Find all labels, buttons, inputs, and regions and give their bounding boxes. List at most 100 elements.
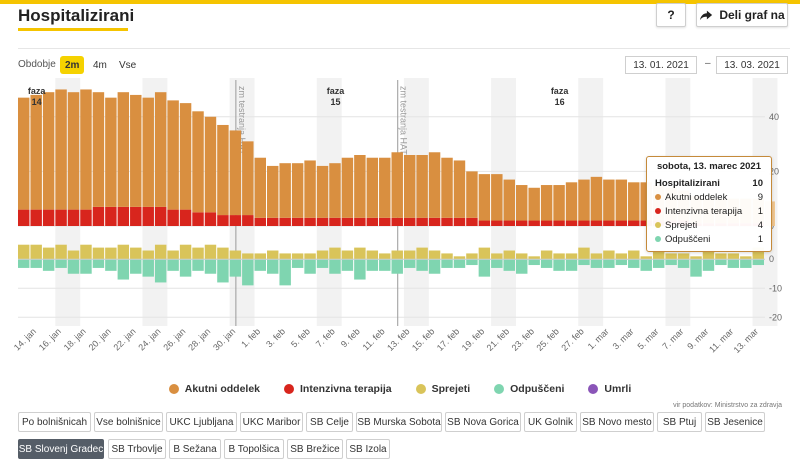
icu-bar[interactable] [142,206,154,226]
discharged-bar[interactable] [130,259,142,274]
admitted-bar[interactable] [117,244,130,260]
admitted-bar[interactable] [379,253,391,260]
acute-bar[interactable] [167,100,179,210]
admitted-bar[interactable] [702,250,715,260]
hospital-btn-sb-celje[interactable]: SB Celje [306,412,353,432]
icu-bar[interactable] [391,217,403,226]
discharged-bar[interactable] [578,259,590,266]
discharged-bar[interactable] [628,259,640,268]
discharged-bar[interactable] [453,259,466,268]
icu-bar[interactable] [167,209,179,226]
icu-bar[interactable] [366,217,379,226]
acute-bar[interactable] [117,92,130,207]
discharged-bar[interactable] [727,259,740,268]
hospital-btn-ukc-maribor[interactable]: UKC Maribor [240,412,303,432]
discharged-bar[interactable] [267,259,279,274]
acute-bar[interactable] [615,179,628,221]
hospital-btn-b-sezana[interactable]: B Sežana [169,439,221,459]
share-button[interactable]: Deli graf na [696,3,788,27]
acute-bar[interactable] [354,155,366,218]
discharged-bar[interactable] [690,259,702,277]
admitted-bar[interactable] [516,253,528,260]
discharged-bar[interactable] [379,259,391,271]
admitted-bar[interactable] [204,244,217,260]
admitted-bar[interactable] [254,253,266,260]
discharged-bar[interactable] [117,259,130,280]
acute-bar[interactable] [105,97,117,207]
hospital-btn-uk-golnik[interactable]: UK Golnik [524,412,577,432]
admitted-bar[interactable] [740,256,752,260]
acute-bar[interactable] [30,94,42,210]
admitted-bar[interactable] [615,253,628,260]
discharged-bar[interactable] [229,259,242,277]
acute-bar[interactable] [154,92,167,207]
acute-bar[interactable] [453,160,466,218]
acute-bar[interactable] [329,163,341,218]
acute-bar[interactable] [92,92,105,207]
icu-bar[interactable] [379,217,391,226]
icu-bar[interactable] [516,220,528,226]
discharged-bar[interactable] [565,259,578,271]
discharged-bar[interactable] [466,259,478,266]
admitted-bar[interactable] [690,256,702,260]
admitted-bar[interactable] [329,247,341,260]
admitted-bar[interactable] [192,247,204,260]
admitted-bar[interactable] [105,247,117,260]
discharged-bar[interactable] [665,259,677,266]
discharged-bar[interactable] [702,259,715,271]
date-to-input[interactable]: 13. 03. 2021 [716,56,788,74]
acute-bar[interactable] [403,155,416,218]
icu-bar[interactable] [217,215,229,226]
acute-bar[interactable] [217,124,229,216]
admitted-bar[interactable] [466,253,478,260]
admitted-bar[interactable] [167,250,179,260]
hospital-btn-sb-jesenice[interactable]: SB Jesenice [705,412,765,432]
hospital-btn-sb-novo-mesto[interactable]: SB Novo mesto [580,412,654,432]
admitted-bar[interactable] [80,244,92,260]
icu-bar[interactable] [491,220,503,226]
icu-bar[interactable] [341,217,354,226]
acute-bar[interactable] [18,97,30,210]
acute-bar[interactable] [130,94,142,207]
acute-bar[interactable] [379,157,391,218]
discharged-bar[interactable] [92,259,105,268]
discharged-bar[interactable] [540,259,553,268]
admitted-bar[interactable] [291,253,304,260]
icu-bar[interactable] [354,217,366,226]
discharged-bar[interactable] [279,259,291,286]
icu-bar[interactable] [254,217,266,226]
icu-bar[interactable] [67,209,80,226]
acute-bar[interactable] [366,157,379,218]
acute-bar[interactable] [491,174,503,221]
acute-bar[interactable] [553,185,565,221]
icu-bar[interactable] [117,206,130,226]
acute-bar[interactable] [55,89,67,210]
discharged-bar[interactable] [105,259,117,271]
hospital-btn-sb-nova-gorica[interactable]: SB Nova Gorica [445,412,521,432]
discharged-bar[interactable] [80,259,92,274]
icu-bar[interactable] [192,212,204,226]
discharged-bar[interactable] [167,259,179,271]
discharged-bar[interactable] [55,259,67,268]
admitted-bar[interactable] [715,253,727,260]
icu-bar[interactable] [204,212,217,226]
discharged-bar[interactable] [316,259,329,268]
acute-bar[interactable] [528,187,540,221]
acute-bar[interactable] [391,152,403,218]
admitted-bar[interactable] [130,247,142,260]
admitted-bar[interactable] [267,250,279,260]
admitted-bar[interactable] [665,253,677,260]
admitted-bar[interactable] [491,253,503,260]
icu-bar[interactable] [55,209,67,226]
discharged-bar[interactable] [603,259,615,268]
icu-bar[interactable] [453,217,466,226]
admitted-bar[interactable] [640,256,652,260]
discharged-bar[interactable] [179,259,192,277]
acute-bar[interactable] [80,89,92,210]
acute-bar[interactable] [503,179,515,221]
discharged-bar[interactable] [652,259,665,268]
help-button[interactable]: ? [656,3,686,27]
icu-bar[interactable] [528,220,540,226]
discharged-bar[interactable] [715,259,727,266]
acute-bar[interactable] [603,179,615,221]
